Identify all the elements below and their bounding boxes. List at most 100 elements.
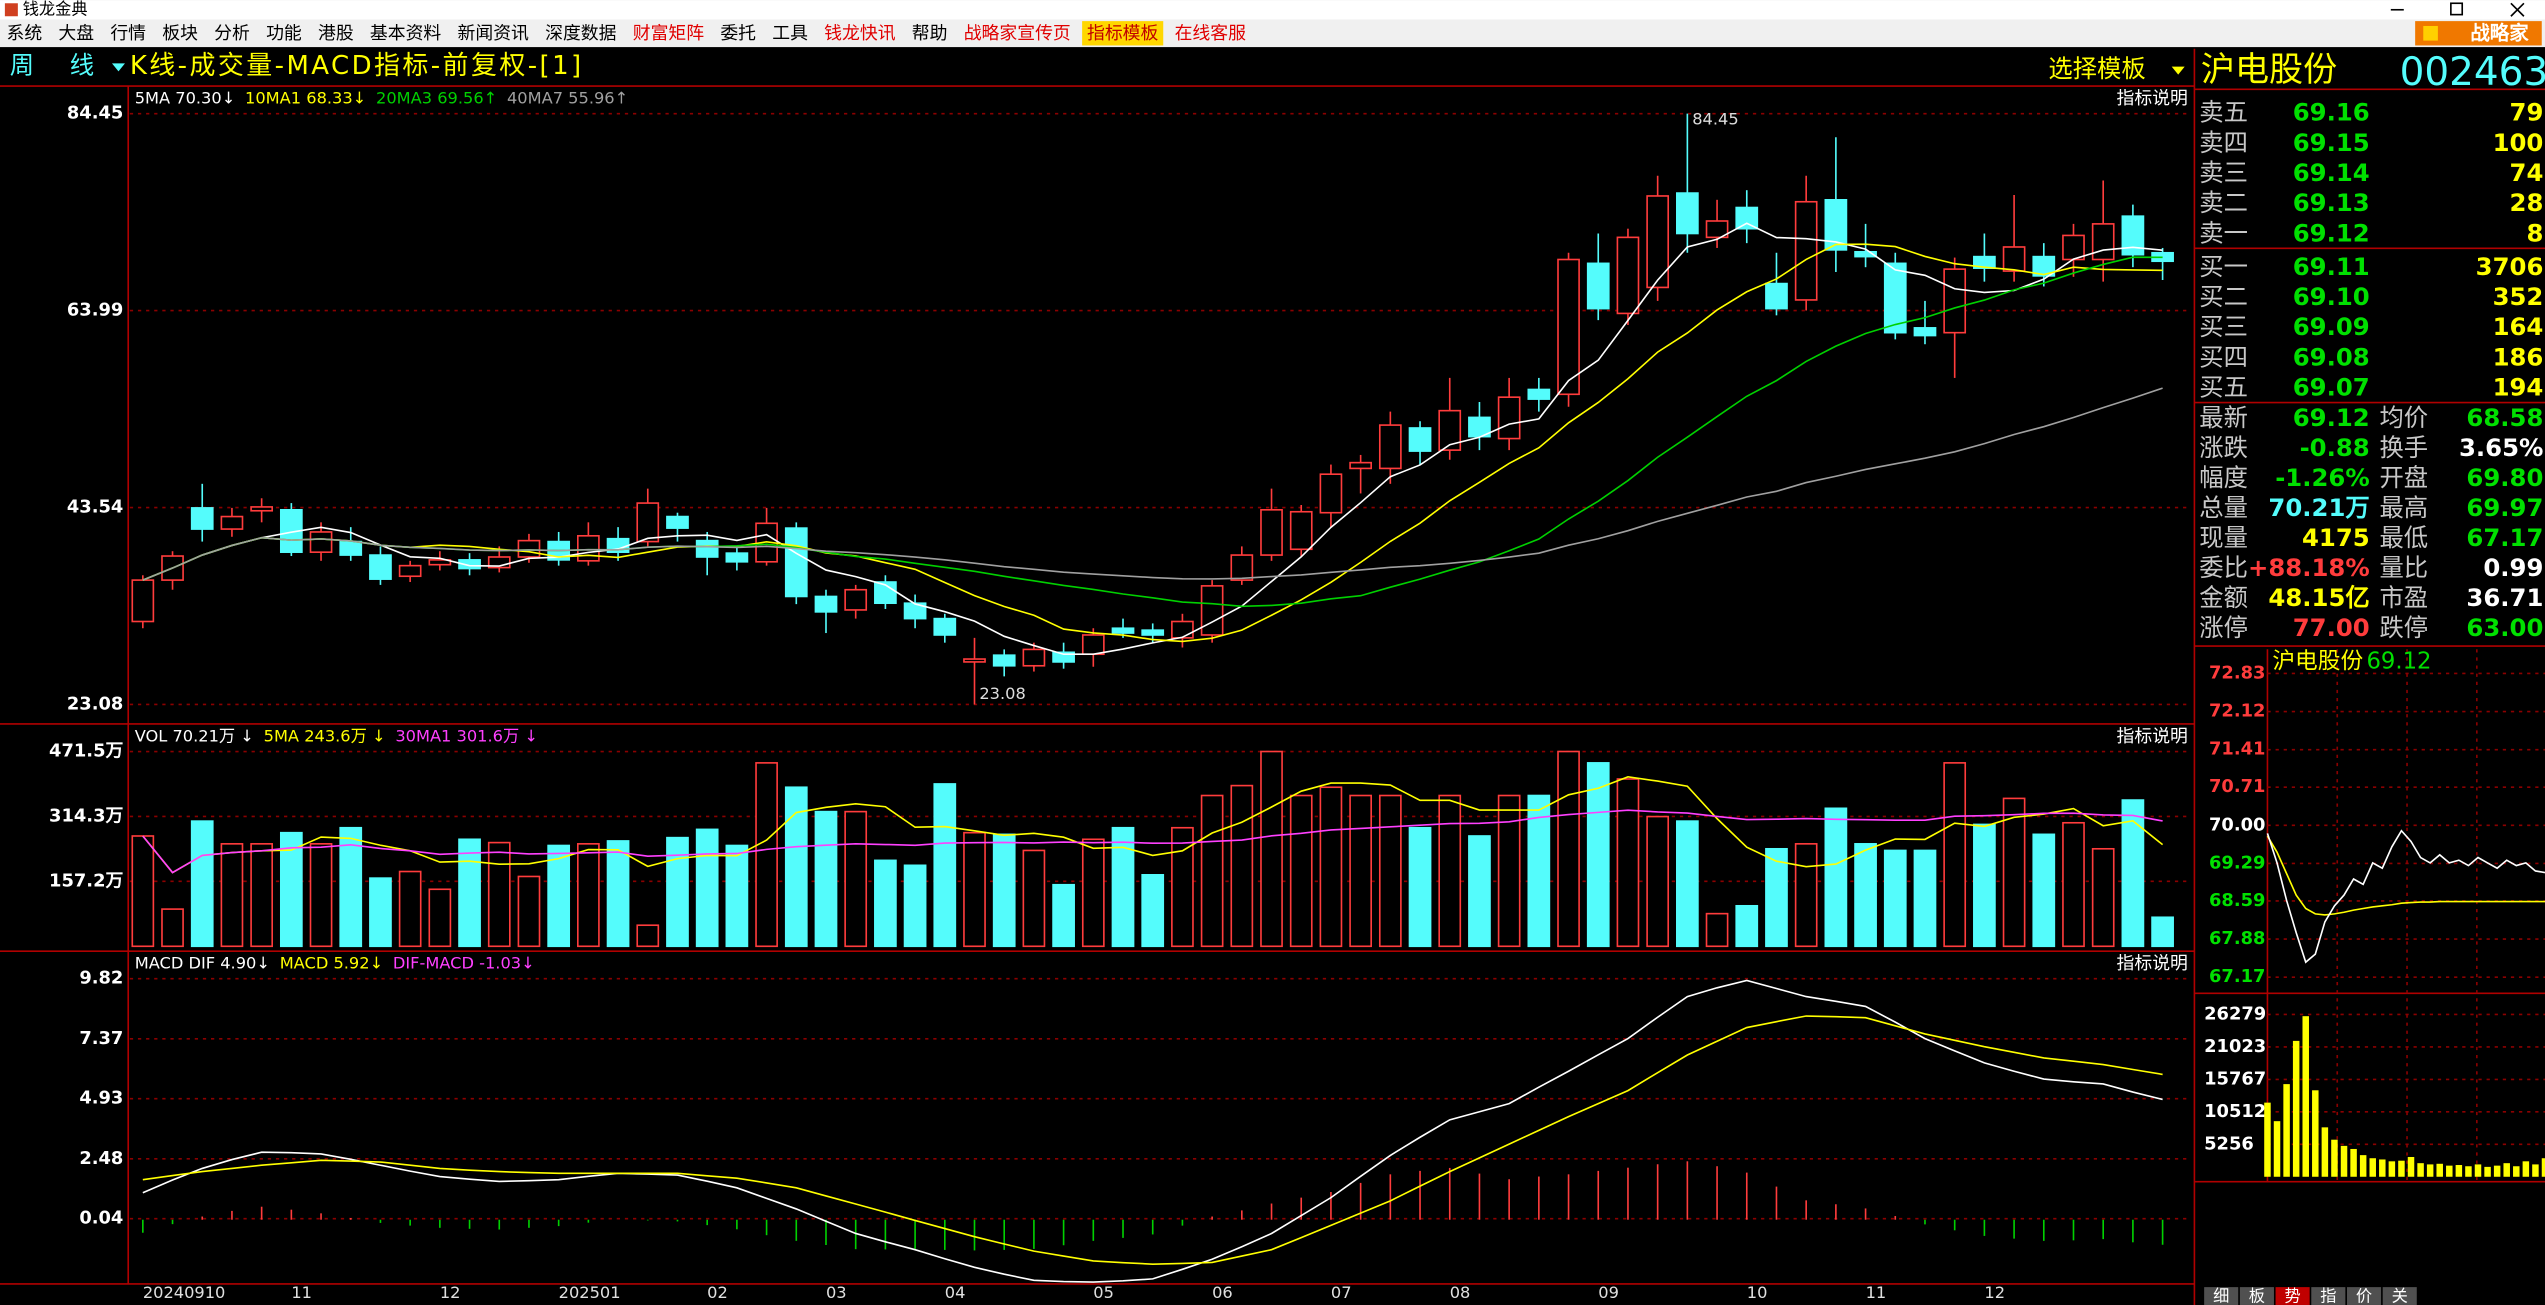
legend-item: 10MA1 68.33↓ — [245, 89, 366, 108]
stat-value: 69.80 — [2466, 463, 2543, 492]
intraday-title: 沪电股份 — [2272, 649, 2363, 675]
order-volume: 352 — [2493, 282, 2544, 311]
stat-value: 48.15亿 — [2268, 583, 2369, 612]
order-price: 69.13 — [2293, 188, 2370, 217]
maximize[interactable] — [2450, 2, 2464, 16]
volume-bar — [2002, 797, 2026, 948]
candle-body — [2062, 234, 2085, 261]
help-link[interactable]: 指标说明 — [2117, 953, 2188, 974]
menu-item[interactable]: 深度数据 — [545, 23, 617, 44]
period-arrow[interactable] — [111, 63, 125, 72]
menu-item[interactable]: 钱龙快讯 — [824, 23, 896, 44]
tab-label[interactable]: 势 — [2285, 1286, 2301, 1305]
help-link[interactable]: 指标说明 — [2117, 726, 2188, 747]
candle-body — [1557, 258, 1580, 396]
menu-item[interactable]: 大盘 — [58, 23, 94, 44]
menu-item[interactable]: 工具 — [772, 23, 808, 44]
volume-bar — [1200, 794, 1224, 948]
select-template[interactable]: 选择模板 — [2048, 54, 2145, 83]
candle-body — [1438, 409, 1462, 451]
tab[interactable] — [2346, 1287, 2382, 1305]
candle-body — [695, 539, 719, 558]
menu-item[interactable]: 功能 — [266, 23, 302, 44]
tab[interactable] — [2204, 1287, 2239, 1305]
intraday-volume — [2474, 1164, 2482, 1177]
order-label: 卖一 — [2199, 218, 2248, 247]
period[interactable]: 周线 — [10, 51, 130, 80]
menu-item[interactable]: 战略家宣传页 — [964, 23, 1071, 44]
volume-bar — [428, 888, 452, 948]
stat-label: 总量 — [2199, 493, 2248, 522]
help-link[interactable]: 指标说明 — [2117, 88, 2188, 109]
tab-label[interactable]: 价 — [2356, 1286, 2372, 1305]
volume-bar — [1022, 849, 1046, 948]
candle-body — [1883, 262, 1907, 334]
stat-label: 幅度 — [2199, 463, 2248, 492]
tab[interactable] — [2311, 1287, 2346, 1305]
stat-label: 涨跌 — [2199, 433, 2248, 462]
close[interactable] — [2510, 2, 2525, 17]
y-tick-label: 2.48 — [79, 1148, 123, 1169]
x-tick-label: 20240910 — [143, 1283, 226, 1302]
volume-ma-line — [142, 776, 2164, 874]
order-volume: 164 — [2493, 312, 2544, 341]
menu-item[interactable]: 系统 — [6, 23, 42, 44]
y-tick-label: 72.12 — [2209, 701, 2265, 722]
menu-item[interactable]: 分析 — [214, 23, 250, 44]
menu-item[interactable]: 行情 — [110, 23, 146, 44]
tab-label[interactable]: 细 — [2213, 1286, 2229, 1305]
tab-label[interactable]: 指 — [2320, 1286, 2336, 1305]
menu-item[interactable]: 财富矩阵 — [633, 23, 705, 44]
candle-body — [1141, 629, 1165, 636]
volume-bar — [784, 786, 808, 948]
candle-body — [1765, 282, 1788, 310]
y-tick-label: 314.3万 — [49, 805, 123, 826]
intraday-volume — [2541, 1158, 2545, 1177]
volume-bar — [161, 908, 184, 948]
order-price: 69.14 — [2293, 158, 2370, 187]
menu-item[interactable]: 在线客服 — [1175, 23, 1247, 44]
candle-body — [1527, 388, 1551, 400]
candle-body — [2002, 246, 2026, 272]
candle-body — [487, 556, 511, 569]
select-arrow[interactable] — [2171, 66, 2185, 75]
candle-body — [963, 658, 986, 663]
candle-body — [1408, 427, 1432, 452]
legend-item: 5MA 70.30↓ — [135, 89, 236, 108]
button-label[interactable]: 战略家 — [2470, 22, 2529, 45]
volume-bar — [1943, 762, 1967, 948]
menu-item[interactable]: 指标模板 — [1087, 23, 1159, 44]
stat-label: 最高 — [2379, 493, 2428, 522]
volume-bar — [1141, 874, 1165, 948]
candle-body — [1022, 648, 1046, 667]
intraday-volume — [2331, 1139, 2338, 1177]
tab[interactable] — [2239, 1287, 2274, 1305]
tabs: 细 板 势指 价 关 — [2204, 1286, 2417, 1305]
stat-value: 67.17 — [2466, 523, 2543, 552]
candle-body — [636, 502, 660, 543]
tab-label[interactable]: 板 — [2249, 1286, 2265, 1305]
tab[interactable] — [2382, 1287, 2417, 1305]
volume-bar — [814, 810, 838, 948]
menu-item[interactable]: 港股 — [318, 23, 354, 44]
order-label: 卖五 — [2199, 98, 2248, 127]
tab-label[interactable]: 关 — [2392, 1286, 2408, 1305]
menu-item[interactable]: 基本资料 — [370, 23, 442, 44]
intraday-volume — [2369, 1158, 2376, 1177]
menu-item[interactable]: 板块 — [162, 23, 198, 44]
menu-item[interactable]: 帮助 — [912, 23, 948, 44]
x-tick-label: 12 — [440, 1283, 461, 1302]
intraday-volume — [2532, 1164, 2539, 1177]
tab[interactable] — [2275, 1287, 2310, 1305]
candle-body — [2091, 223, 2115, 261]
y-tick-label: 72.83 — [2209, 662, 2265, 683]
menu-item[interactable]: 委托 — [720, 23, 756, 44]
volume-bar — [1735, 904, 1759, 948]
volume-bar — [190, 820, 214, 948]
order-volume: 100 — [2493, 128, 2544, 157]
stat-label: 开盘 — [2379, 463, 2428, 492]
menu-item[interactable]: 新闻资讯 — [458, 23, 530, 44]
candle-body — [992, 654, 1016, 667]
y-tick-label: 15767 — [2204, 1068, 2266, 1089]
